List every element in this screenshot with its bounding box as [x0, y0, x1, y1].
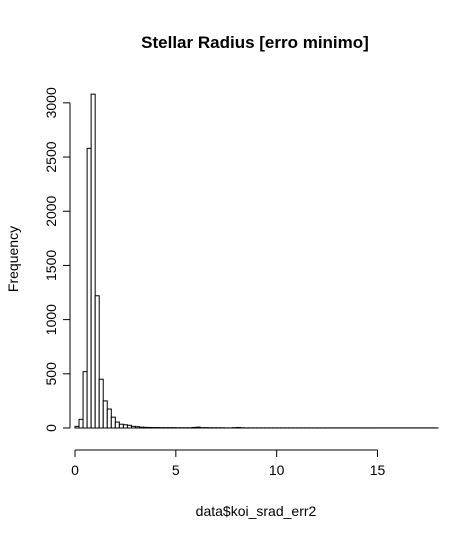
histogram-bar — [191, 426, 197, 429]
y-tick-label: 1500 — [43, 250, 59, 281]
y-tick-label: 500 — [43, 362, 59, 386]
histogram-bar — [195, 426, 201, 429]
histogram-bar — [74, 425, 80, 429]
histogram-bar — [102, 400, 108, 429]
histogram-bar — [122, 424, 128, 429]
histogram-bar — [139, 426, 145, 429]
histogram-bars — [74, 93, 439, 429]
y-tick-label: 2000 — [43, 195, 59, 226]
x-tick-label: 15 — [370, 462, 386, 478]
histogram-bar — [126, 424, 132, 429]
y-tick-label: 0 — [43, 424, 59, 432]
y-tick-label: 1000 — [43, 304, 59, 335]
chart-title: Stellar Radius [erro minimo] — [141, 33, 369, 52]
histogram-bar — [135, 426, 141, 429]
histogram-bar — [235, 426, 241, 429]
histogram-bar — [130, 425, 137, 429]
histogram-bar — [147, 426, 153, 429]
x-axis-label: data$koi_srad_err2 — [196, 503, 317, 519]
histogram-bar — [78, 418, 84, 429]
histogram-bar — [143, 426, 149, 429]
histogram-bar — [82, 371, 88, 429]
histogram-bar — [94, 295, 100, 429]
histogram-bar — [98, 378, 104, 429]
histogram-bar — [114, 421, 120, 429]
histogram-bar — [106, 408, 112, 429]
y-tick-label: 3000 — [43, 87, 59, 118]
histogram-bar — [110, 416, 116, 429]
x-tick-label: 5 — [172, 462, 180, 478]
y-axis-label: Frequency — [5, 226, 21, 292]
histogram-bar — [90, 93, 96, 429]
y-tick-label: 2500 — [43, 141, 59, 172]
x-tick-label: 0 — [71, 462, 79, 478]
y-axis: 0 500 1000 1500 2000 2500 3000 — [43, 87, 71, 432]
x-axis: 0 5 10 15 — [71, 449, 386, 478]
histogram-bar — [86, 147, 92, 429]
x-tick-label: 10 — [269, 462, 285, 478]
histogram-bar — [118, 423, 124, 429]
